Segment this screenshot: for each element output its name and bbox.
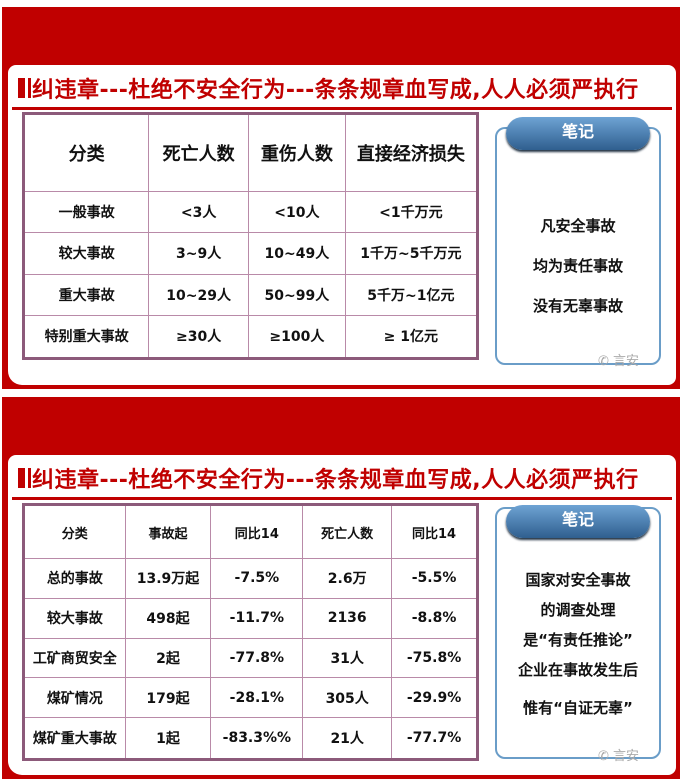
watermark-text: 言安: [613, 354, 640, 369]
table-cell: -29.9%: [391, 677, 478, 719]
table-row: 特别重大事故 ≥30人 ≥100人 ≥ 1亿元: [22, 314, 479, 360]
column-header: 死亡人数: [302, 504, 393, 559]
title-marker-icon: [18, 468, 28, 488]
table-cell: ≥30人: [148, 314, 249, 360]
note-line: 没有无辜事故: [532, 297, 623, 315]
table-cell: 2起: [124, 637, 212, 679]
header-row: 分类 死亡人数 重伤人数 直接经济损失: [22, 113, 479, 192]
table-cell: -77.7%: [391, 717, 478, 760]
column-header: 分类: [23, 504, 126, 559]
slide-title-text: 纠违章---杜绝不安全行为---条条规章血写成,人人必须严执行: [32, 468, 639, 493]
table-cell: 重大事故: [22, 273, 150, 316]
table-cell: 工矿商贸安全: [23, 637, 126, 679]
table-cell: ≥ 1亿元: [344, 314, 479, 360]
notes-header: 笔记: [506, 505, 650, 538]
slide-card: 纠违章---杜绝不安全行为---条条规章血写成,人人必须严执行 分类 事故起 同比1…: [8, 455, 676, 775]
table-cell: <3人: [148, 190, 249, 234]
title-divider: [12, 497, 672, 500]
table-cell: ≥100人: [248, 314, 346, 360]
column-header: 重伤人数: [248, 113, 346, 192]
table-cell: -28.1%: [210, 677, 304, 719]
notes-box: 国家对安全事故 的调查处理 是“有责任推论” 企业在事故发生后 惟有“自证无辜”: [495, 507, 661, 759]
table-cell: -83.3%%: [210, 717, 304, 760]
note-line: 惟有“自证无辜”: [523, 699, 633, 717]
table-row: 重大事故 10~29人 50~99人 5千万~1亿元: [22, 273, 479, 316]
notes-box: 凡安全事故 均为责任事故 没有无辜事故: [495, 127, 661, 365]
watermark-text: 言安: [613, 749, 640, 764]
note-line: 凡安全事故: [540, 217, 616, 235]
table-cell: 较大事故: [22, 232, 150, 275]
slide-title: 纠违章---杜绝不安全行为---条条规章血写成,人人必须严执行: [18, 71, 639, 105]
table-cell: 13.9万起: [124, 558, 212, 599]
table-cell: -8.8%: [391, 597, 478, 639]
table-cell: 1千万~5千万元: [344, 232, 479, 275]
slide-title-text: 纠违章---杜绝不安全行为---条条规章血写成,人人必须严执行: [32, 78, 639, 103]
table-row: 总的事故 13.9万起 -7.5% 2.6万 -5.5%: [23, 558, 478, 599]
column-header: 分类: [22, 113, 150, 192]
table-cell: -77.8%: [210, 637, 304, 679]
table-cell: 煤矿情况: [23, 677, 126, 719]
table-row: 较大事故 498起 -11.7% 2136 -8.8%: [23, 597, 478, 639]
table-cell: 煤矿重大事故: [23, 717, 126, 760]
slide-title: 纠违章---杜绝不安全行为---条条规章血写成,人人必须严执行: [18, 461, 639, 495]
table-cell: 3~9人: [148, 232, 249, 275]
table-cell: -7.5%: [210, 558, 304, 599]
title-marker-icon: [18, 78, 28, 98]
note-line: 均为责任事故: [532, 257, 623, 275]
table-cell: -11.7%: [210, 597, 304, 639]
watermark: ✆ 言安: [598, 354, 640, 369]
table-cell: 总的事故: [23, 558, 126, 599]
table-cell: 一般事故: [22, 190, 150, 234]
column-header: 同比14: [210, 504, 304, 559]
table-cell: 21人: [302, 717, 393, 760]
note-line: 的调查处理: [540, 601, 616, 619]
table-cell: 较大事故: [23, 597, 126, 639]
watermark: ✆ 言安: [598, 749, 640, 764]
table-cell: 10~49人: [248, 232, 346, 275]
table-cell: 179起: [124, 677, 212, 719]
slide-panel-2: 纠违章---杜绝不安全行为---条条规章血写成,人人必须严执行 分类 事故起 同比1…: [2, 397, 680, 779]
table-cell: 10~29人: [148, 273, 249, 316]
table-row: 较大事故 3~9人 10~49人 1千万~5千万元: [22, 232, 479, 275]
table-cell: 31人: [302, 637, 393, 679]
table-row: 一般事故 <3人 <10人 <1千万元: [22, 190, 479, 234]
table-cell: <10人: [248, 190, 346, 234]
slide-panel-1: 纠违章---杜绝不安全行为---条条规章血写成,人人必须严执行 分类 死亡人数 重伤…: [2, 7, 680, 389]
table-cell: -75.8%: [391, 637, 478, 679]
column-header: 死亡人数: [148, 113, 249, 192]
table-cell: <1千万元: [344, 190, 479, 234]
table-row: 工矿商贸安全 2起 -77.8% 31人 -75.8%: [23, 637, 478, 679]
accident-stats-table: 分类 事故起 同比14 死亡人数 同比14 总的事故 13.9万起 -7.5% 2.6万 -5.5…: [22, 503, 479, 761]
column-header: 同比14: [391, 504, 478, 559]
column-header: 事故起: [124, 504, 212, 559]
table-cell: 498起: [124, 597, 212, 639]
table-row: 煤矿情况 179起 -28.1% 305人 -29.9%: [23, 677, 478, 719]
table-cell: 特别重大事故: [22, 314, 150, 360]
slide-card: 纠违章---杜绝不安全行为---条条规章血写成,人人必须严执行 分类 死亡人数 重伤…: [8, 65, 676, 385]
note-line: 国家对安全事故: [525, 571, 631, 589]
table-cell: 1起: [124, 717, 212, 760]
table-cell: 305人: [302, 677, 393, 719]
table-cell: 2136: [302, 597, 393, 639]
note-line: 企业在事故发生后: [517, 661, 638, 679]
table-cell: -5.5%: [391, 558, 478, 599]
note-line: 是“有责任推论”: [523, 631, 633, 649]
column-header: 直接经济损失: [344, 113, 479, 192]
table-cell: 50~99人: [248, 273, 346, 316]
accident-class-table: 分类 死亡人数 重伤人数 直接经济损失 一般事故 <3人 <10人 <1千万元 较大事故 3~9人…: [22, 112, 479, 360]
table-row: 煤矿重大事故 1起 -83.3%% 21人 -77.7%: [23, 717, 478, 760]
table-cell: 2.6万: [302, 558, 393, 599]
table-cell: 5千万~1亿元: [344, 273, 479, 316]
notes-header: 笔记: [506, 117, 650, 150]
title-divider: [12, 107, 672, 110]
header-row: 分类 事故起 同比14 死亡人数 同比14: [23, 504, 478, 559]
